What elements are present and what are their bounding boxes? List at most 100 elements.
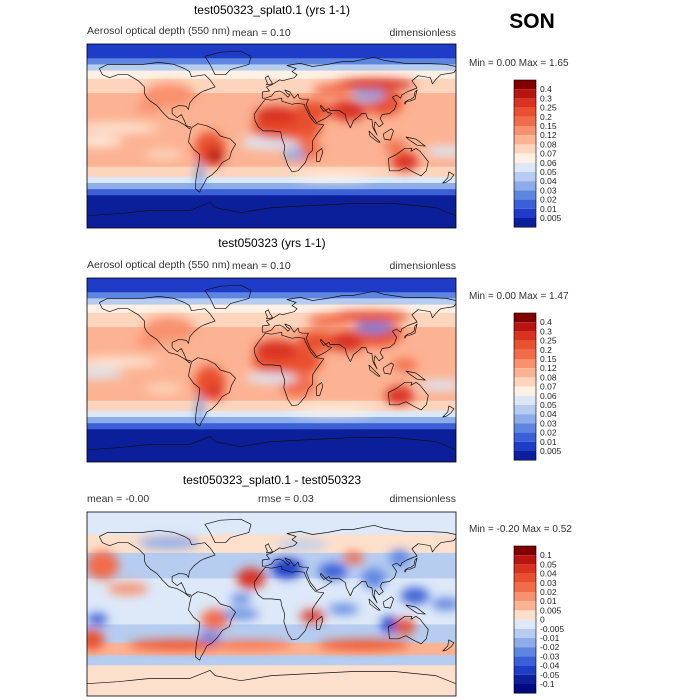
colorbar-tick-label: 0.05	[540, 167, 557, 177]
colorbar-tick-label: 0.25	[540, 336, 557, 346]
colorbar-swatch	[514, 181, 536, 191]
colorbar-tick-label: 0.02	[540, 195, 557, 205]
colorbar-swatch	[514, 451, 536, 461]
colorbar-tick-label: 0.005	[540, 213, 562, 223]
colorbar-tick-label: -0.01	[540, 633, 560, 643]
colorbar-tick-label: 0.01	[540, 596, 557, 606]
colorbar-swatch	[514, 162, 536, 172]
colorbar-tick-label: -0.02	[540, 642, 560, 652]
colorbar-swatch	[514, 322, 536, 332]
colorbar-swatch	[514, 423, 536, 433]
colorbar-tick-label: 0.12	[540, 130, 557, 140]
panel-2: test050323 (yrs 1-1) Aerosol optical dep…	[86, 236, 569, 463]
panel-1-title: test050323_splat0.1 (yrs 1-1)	[194, 3, 350, 17]
colorbar-tick-label: 0.04	[540, 176, 557, 186]
colorbar-swatch	[514, 582, 536, 592]
panel-3-map-frame	[86, 511, 457, 697]
colorbar-tick-label: 0.07	[540, 382, 557, 392]
panel-2-map-frame	[86, 277, 457, 463]
panel-1-map	[87, 44, 456, 228]
colorbar-tick-label: 0.06	[540, 158, 557, 168]
panel-3-mean: mean = -0.00	[87, 493, 149, 505]
colorbar-swatch	[514, 405, 536, 415]
colorbar-swatch	[514, 386, 536, 396]
colorbar-tick-label: -0.05	[540, 670, 560, 680]
colorbar-tick-label: 0.4	[540, 84, 552, 94]
colorbar-swatch	[514, 414, 536, 424]
colorbar-tick-label: 0.08	[540, 139, 557, 149]
colorbar-swatch	[514, 359, 536, 369]
colorbar-tick-label: 0.06	[540, 391, 557, 401]
panel-3-rmse: rmse = 0.03	[258, 493, 314, 505]
colorbar-tick-label: 0.07	[540, 149, 557, 159]
colorbar-swatch	[514, 638, 536, 648]
colorbar-swatch	[514, 628, 536, 638]
panel-1-mean: mean = 0.10	[232, 27, 291, 39]
colorbar-tick-label: 0.005	[540, 446, 562, 456]
coastline	[87, 50, 456, 217]
colorbar-swatch	[514, 126, 536, 136]
colorbar-tick-label: 0.005	[540, 605, 562, 615]
colorbar-tick-label: 0.04	[540, 409, 557, 419]
panel-1-colorbar: 0.40.30.250.20.150.120.080.070.060.050.0…	[513, 79, 562, 228]
colorbar-swatch	[514, 190, 536, 200]
panel-3-title: test050323_splat0.1 - test050323	[183, 473, 361, 487]
colorbar-swatch	[514, 313, 536, 323]
panel-2-variable: Aerosol optical depth (550 nm)	[87, 259, 230, 271]
colorbar-swatch	[514, 555, 536, 565]
colorbar-swatch	[514, 674, 536, 684]
panel-2-mean: mean = 0.10	[232, 260, 291, 272]
colorbar-swatch	[514, 432, 536, 442]
colorbar-swatch	[514, 573, 536, 583]
colorbar-tick-label: 0.2	[540, 112, 552, 122]
colorbar-tick-label: 0.2	[540, 345, 552, 355]
colorbar-tick-label: -0.005	[540, 624, 564, 634]
colorbar-tick-label: 0.05	[540, 400, 557, 410]
colorbar-swatch	[514, 610, 536, 620]
colorbar-swatch	[514, 153, 536, 163]
colorbar-swatch	[514, 592, 536, 602]
colorbar-swatch	[514, 98, 536, 108]
panel-2-minmax: Min = 0.00 Max = 1.47	[469, 291, 569, 302]
colorbar-swatch	[514, 349, 536, 359]
colorbar-tick-label: -0.03	[540, 651, 560, 661]
colorbar-tick-label: 0.15	[540, 121, 557, 131]
colorbar-swatch	[514, 331, 536, 341]
colorbar-tick-label: 0.01	[540, 437, 557, 447]
colorbar-swatch	[514, 684, 536, 694]
colorbar-tick-label: 0	[540, 615, 545, 625]
colorbar-tick-label: 0.08	[540, 372, 557, 382]
colorbar-swatch	[514, 208, 536, 218]
colorbar-tick-label: 0.3	[540, 326, 552, 336]
colorbar-tick-label: 0.03	[540, 418, 557, 428]
coastline	[87, 518, 456, 685]
panel-2-title: test050323 (yrs 1-1)	[218, 236, 325, 250]
colorbar-swatch	[514, 441, 536, 451]
colorbar-tick-label: 0.3	[540, 93, 552, 103]
colorbar-swatch	[514, 377, 536, 387]
colorbar-swatch	[514, 564, 536, 574]
colorbar-swatch	[514, 546, 536, 556]
panel-3-colorbar: 0.10.050.040.030.020.010.0050-0.005-0.01…	[513, 545, 564, 694]
colorbar-swatch	[514, 89, 536, 99]
colorbar-swatch	[514, 665, 536, 675]
panel-3: test050323_splat0.1 - test050323 mean = …	[86, 473, 572, 697]
colorbar-swatch	[514, 116, 536, 126]
colorbar-tick-label: 0.25	[540, 103, 557, 113]
colorbar-tick-label: 0.4	[540, 317, 552, 327]
colorbar-swatch	[514, 135, 536, 145]
colorbar-swatch	[514, 199, 536, 209]
panel-1-variable: Aerosol optical depth (550 nm)	[87, 25, 230, 37]
season-label: SON	[509, 10, 555, 33]
colorbar-swatch	[514, 144, 536, 154]
colorbar-tick-label: 0.1	[540, 550, 552, 560]
colorbar-tick-label: 0.01	[540, 204, 557, 214]
panel-1-units: dimensionless	[389, 27, 456, 39]
panel-1-map-frame	[86, 43, 457, 229]
colorbar-tick-label: -0.04	[540, 661, 560, 671]
colorbar-tick-label: 0.03	[540, 185, 557, 195]
colorbar-swatch	[514, 656, 536, 666]
coastline	[87, 284, 456, 451]
colorbar-tick-label: 0.05	[540, 559, 557, 569]
